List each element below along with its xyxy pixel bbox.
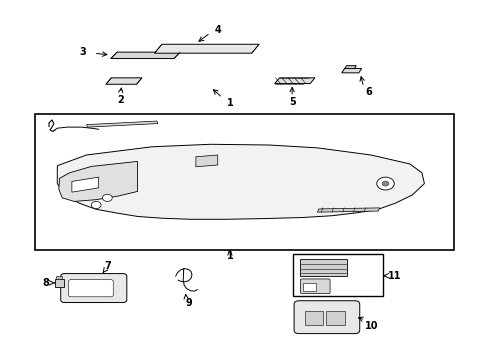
Bar <box>35 114 453 249</box>
Polygon shape <box>341 68 361 73</box>
Text: 3: 3 <box>79 47 86 57</box>
FancyBboxPatch shape <box>68 280 113 297</box>
Text: 10: 10 <box>365 321 378 331</box>
Bar <box>304 311 323 325</box>
Text: 7: 7 <box>104 261 111 271</box>
Polygon shape <box>111 52 180 59</box>
Polygon shape <box>57 144 424 219</box>
Text: 6: 6 <box>365 87 371 98</box>
Text: 8: 8 <box>42 278 49 288</box>
Text: 1: 1 <box>226 98 233 108</box>
Polygon shape <box>344 66 356 68</box>
Bar <box>55 279 63 287</box>
Bar <box>56 276 62 279</box>
Text: 2: 2 <box>117 95 123 105</box>
Polygon shape <box>196 155 217 167</box>
Circle shape <box>91 202 101 208</box>
Bar <box>302 283 316 291</box>
Polygon shape <box>154 44 259 53</box>
Text: 4: 4 <box>214 25 221 35</box>
Polygon shape <box>59 161 137 202</box>
Polygon shape <box>86 121 158 127</box>
Circle shape <box>376 177 393 190</box>
Bar <box>292 254 382 296</box>
Polygon shape <box>72 177 99 192</box>
Text: 11: 11 <box>386 271 400 281</box>
Circle shape <box>102 194 112 202</box>
Bar <box>300 258 346 276</box>
Polygon shape <box>106 78 142 84</box>
FancyBboxPatch shape <box>293 301 359 334</box>
Text: 1: 1 <box>226 251 233 261</box>
Polygon shape <box>317 208 379 212</box>
Polygon shape <box>274 78 314 84</box>
Circle shape <box>381 181 388 186</box>
FancyBboxPatch shape <box>61 274 126 302</box>
Bar <box>325 311 344 325</box>
Text: 9: 9 <box>185 298 192 308</box>
Text: 5: 5 <box>288 97 295 107</box>
FancyBboxPatch shape <box>300 279 329 294</box>
